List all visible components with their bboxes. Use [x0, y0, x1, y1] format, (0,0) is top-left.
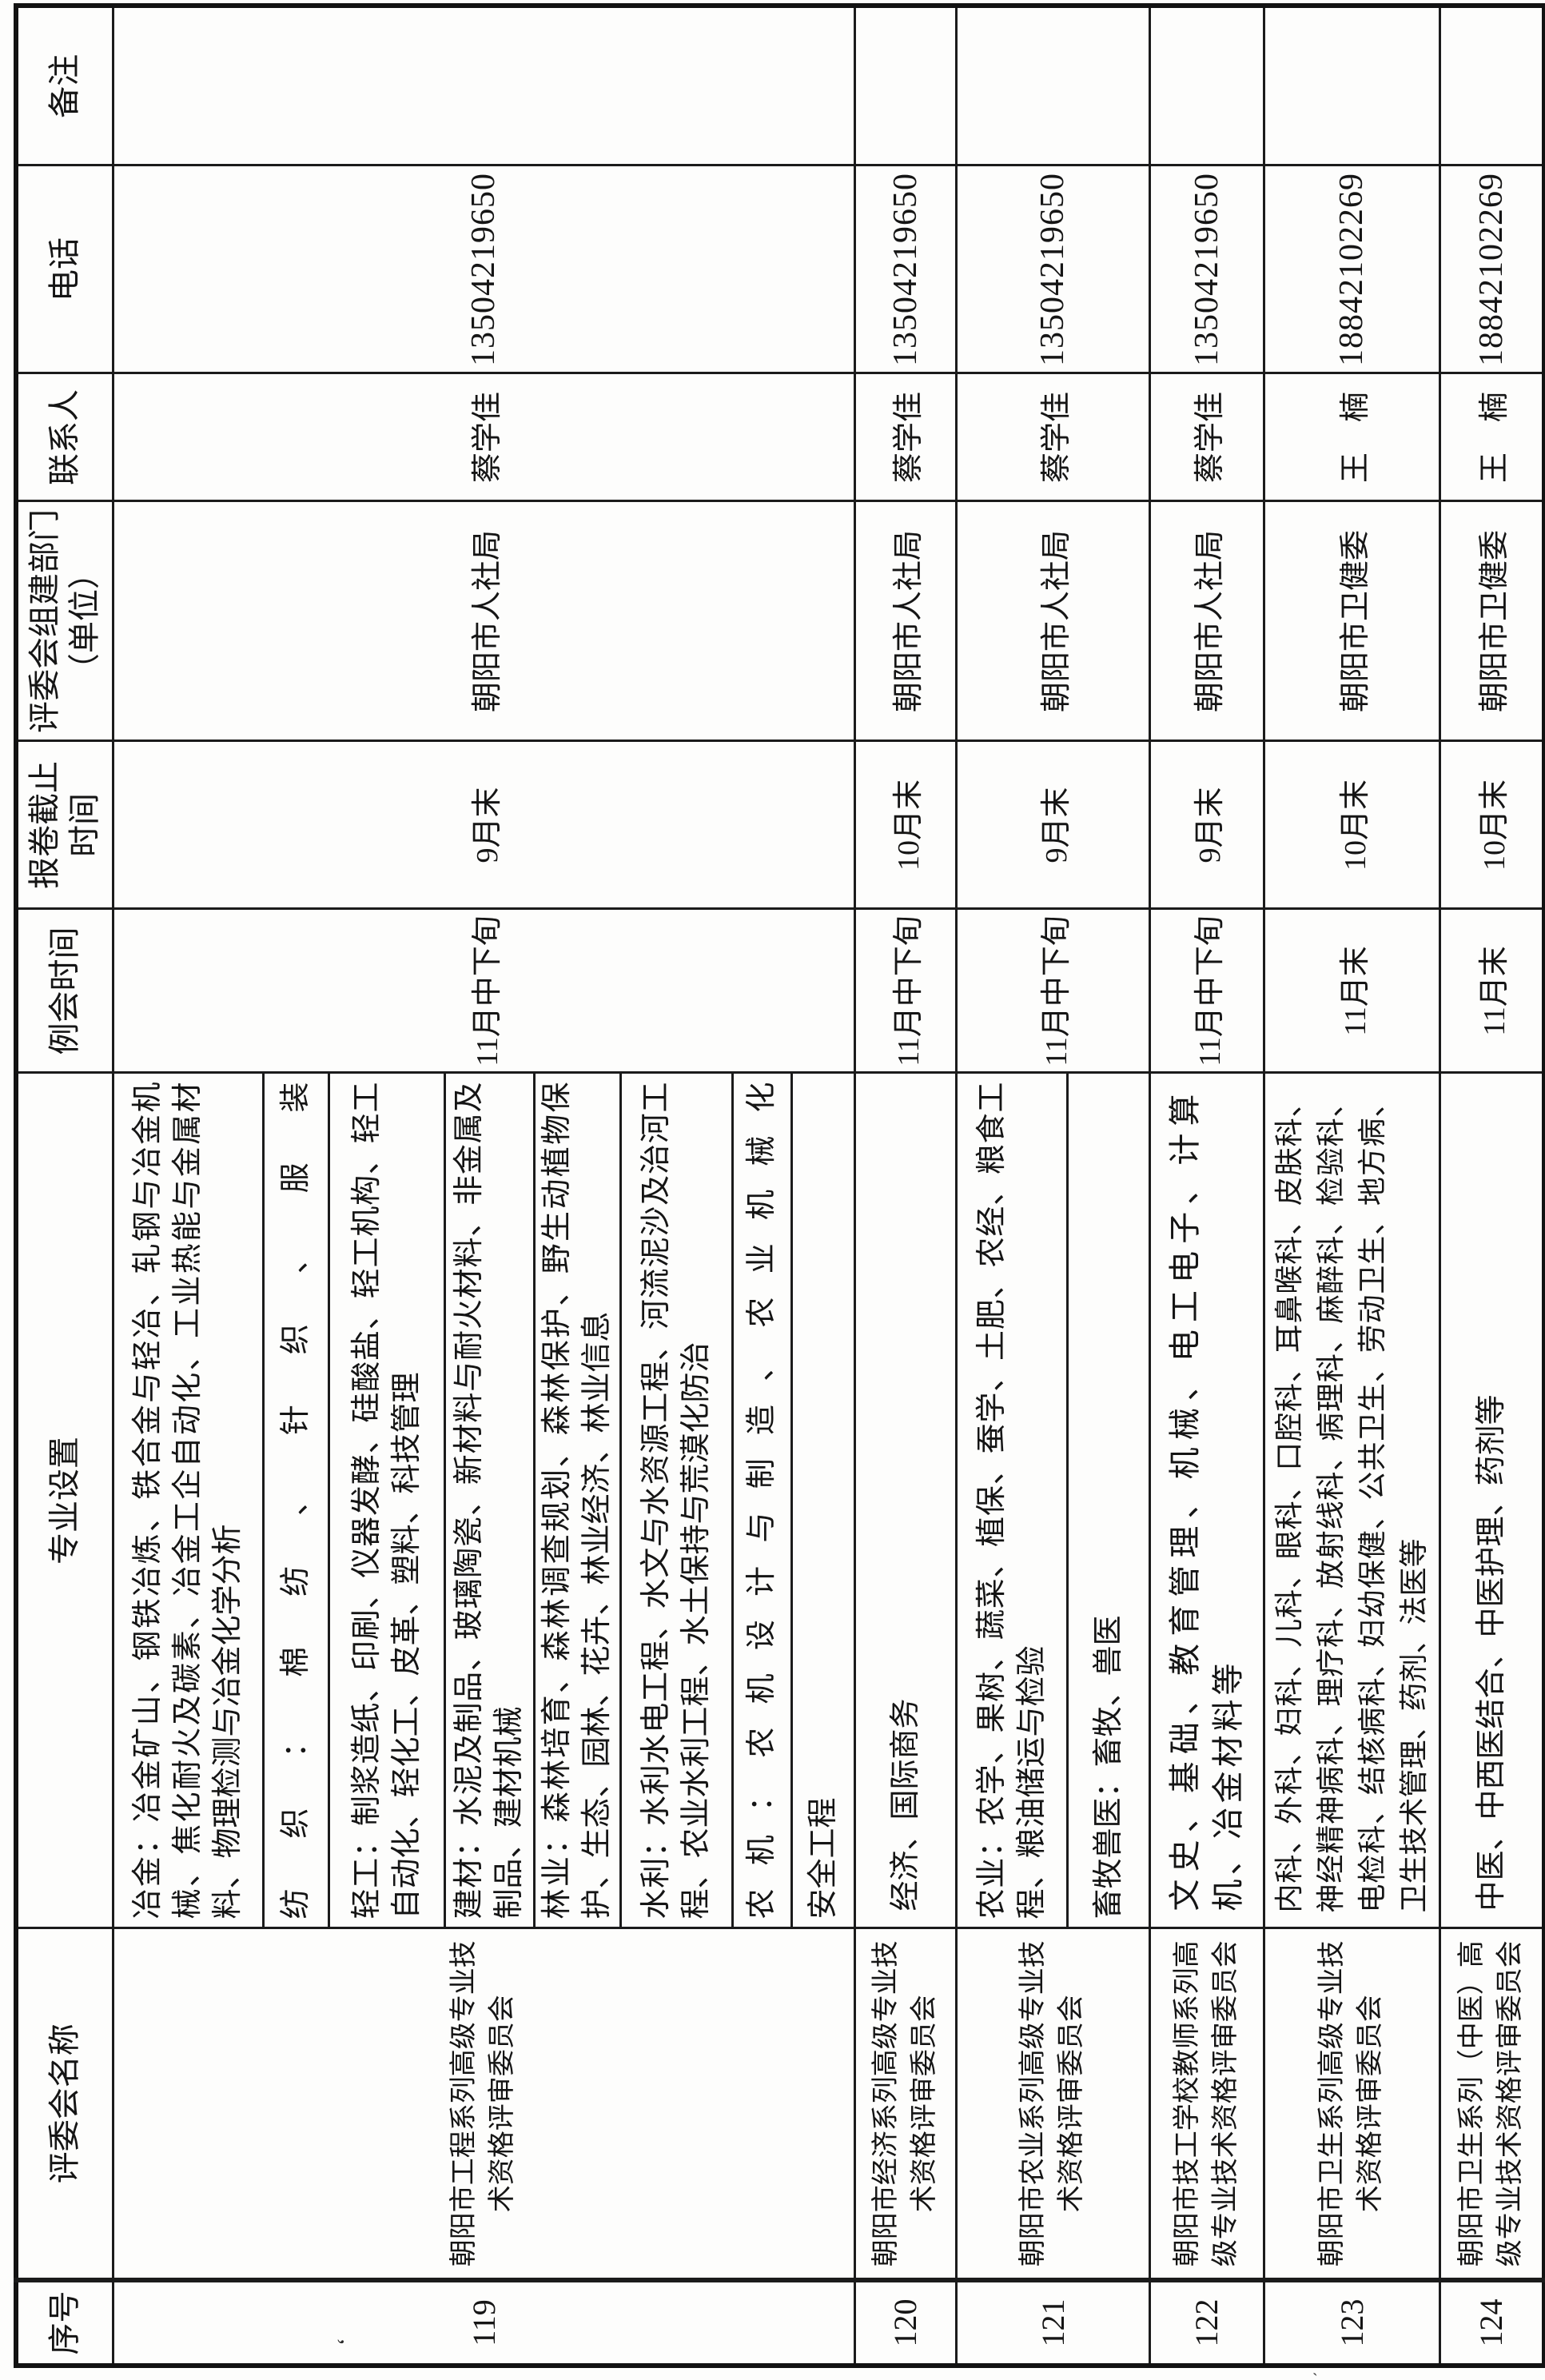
scan-artifact: ˏ [1312, 2358, 1318, 2376]
scan-artifact: ‘ [332, 2338, 359, 2346]
row-123-meeting-time: 11月末 [1264, 909, 1439, 1073]
table-row-120: 120 朝阳市经济系列高级专业技术资格评审委员会 经济、国际商务 11月中下旬 … [854, 6, 956, 2366]
specialty-group-building-materials: 建材：水泥及制品、玻璃陶瓷、新材料与耐火材料、非金属及制品、建材机械 [445, 1074, 536, 1928]
specialty-text: 文史、基础、教育管理、机械、电工电子、计算机、冶金材料等 [1166, 1090, 1246, 1912]
specialty-text: 纺织：棉纺、针织、服装 [279, 1082, 313, 1920]
row-124-meeting-time: 11月末 [1439, 909, 1544, 1073]
specialty-text: 中医、中西医结合、中医护理、药剂等 [1474, 1394, 1508, 1912]
row-124-no: 124 [1439, 2280, 1544, 2366]
header-no: 序号 [16, 2280, 113, 2366]
header-specialties: 专业设置 [16, 1073, 113, 1928]
row-123-remark [1264, 6, 1439, 165]
specialty-text: 农机：农机设计与制造、农业机械化 [745, 1082, 778, 1920]
specialty-text: 冶金：冶金矿山、钢铁冶炼、铁合金与轻冶、轧钢与冶金机械、焦化耐火及碳素、冶金工企… [131, 1082, 245, 1920]
header-organizing-department: 评委会组建部门（单位） [16, 501, 113, 741]
row-122-no: 122 [1149, 2280, 1264, 2366]
row-122-meeting-time: 11月中下旬 [1149, 909, 1264, 1073]
row-119-name: 朝阳市工程系列高级专业技术资格评审委员会 [113, 1928, 854, 2280]
header-remark: 备注 [16, 6, 113, 165]
specialty-group-light-industry: 轻工：制浆造纸、印刷、仪器发酵、硅酸盐、轻工机构、轻工自动化、轻化工、皮革、塑料… [329, 1074, 446, 1928]
row-120-phone: 13504219650 [854, 165, 956, 373]
specialty-text: 畜牧兽医：畜牧、兽医 [1091, 1615, 1125, 1920]
row-122-name: 朝阳市技工学校教师系列高级专业技术资格评审委员会 [1149, 1928, 1264, 2280]
row-121-department: 朝阳市人社局 [956, 501, 1149, 741]
row-123-no: 123 [1264, 2280, 1439, 2366]
row-123-contact: 王 楠 [1264, 373, 1439, 501]
row-120-department: 朝阳市人社局 [854, 501, 956, 741]
specialty-group-metallurgy: 冶金：冶金矿山、钢铁冶炼、铁合金与轻冶、轧钢与冶金机械、焦化耐火及碳素、冶金工企… [113, 1074, 265, 1928]
row-122-department: 朝阳市人社局 [1149, 501, 1264, 741]
header-committee-name: 评委会名称 [16, 1928, 113, 2280]
header-row: 序号 评委会名称 专业设置 例会时间 报卷截止时间 评委会组建部门（单位） 联系… [16, 6, 113, 2366]
row-122-specialties: 文史、基础、教育管理、机械、电工电子、计算机、冶金材料等 [1149, 1073, 1264, 1928]
row-124-phone: 18842102269 [1439, 165, 1544, 373]
row-119-deadline: 9月末 [113, 741, 854, 909]
row-123-name: 朝阳市卫生系列高级专业技术资格评审委员会 [1264, 1928, 1439, 2280]
row-124-remark [1439, 6, 1544, 165]
row-121-deadline: 9月末 [956, 741, 1149, 909]
row-119-department: 朝阳市人社局 [113, 501, 854, 741]
row-122-deadline: 9月末 [1149, 741, 1264, 909]
row-120-name: 朝阳市经济系列高级专业技术资格评审委员会 [854, 1928, 956, 2280]
specialty-group-textile: 纺织：棉纺、针织、服装 [264, 1074, 330, 1928]
row-122-remark [1149, 6, 1264, 165]
row-121-meeting-time: 11月中下旬 [956, 909, 1149, 1073]
row-124-deadline: 10月末 [1439, 741, 1544, 909]
row-121-contact: 蔡学佳 [956, 373, 1149, 501]
specialty-text: 水利：水利水电工程、水文与水资源工程、河流泥沙及治河工程、农业水利工程、水土保持… [639, 1082, 713, 1920]
row-119-no: 119 [113, 2280, 854, 2366]
header-meeting-time: 例会时间 [16, 909, 113, 1073]
specialty-group-agri-machinery: 农机：农机设计与制造、农业机械化 [733, 1074, 793, 1928]
row-122-contact: 蔡学佳 [1149, 373, 1264, 501]
table-row-124: 124 朝阳市卫生系列（中医）高级专业技术资格评审委员会 中医、中西医结合、中医… [1439, 6, 1544, 2366]
specialty-text: 经济、国际商务 [888, 1698, 922, 1912]
specialty-group-animal-husbandry: 畜牧兽医：畜牧、兽医 [1069, 1074, 1149, 1928]
row-123-deadline: 10月末 [1264, 741, 1439, 909]
row-121-name: 朝阳市农业系列高级专业技术资格评审委员会 [956, 1928, 1149, 2280]
row-120-deadline: 10月末 [854, 741, 956, 909]
specialty-text: 建材：水泥及制品、玻璃陶瓷、新材料与耐火材料、非金属及制品、建材机械 [452, 1082, 526, 1920]
header-deadline: 报卷截止时间 [16, 741, 113, 909]
table-row-123: 123 朝阳市卫生系列高级专业技术资格评审委员会 内科、外科、妇科、儿科、眼科、… [1264, 6, 1439, 2366]
row-121-specialties: 农业：农学、果树、蔬菜、植保、蚕学、土肥、农经、粮食工程、粮油储运与检验 畜牧兽… [956, 1073, 1149, 1928]
specialty-group-safety-engineering: 安全工程 [793, 1074, 854, 1928]
row-124-department: 朝阳市卫健委 [1439, 501, 1544, 741]
specialty-group-forestry: 林业：森林培育、森林调查规划、森林保护、野生动植物保护、生态、园林、花卉、林业经… [535, 1074, 622, 1928]
row-123-specialties: 内科、外科、妇科、儿科、眼科、口腔科、耳鼻喉科、皮肤科、神经精神病科、理疗科、放… [1264, 1073, 1439, 1928]
specialty-group-water-conservancy: 水利：水利水电工程、水文与水资源工程、河流泥沙及治河工程、农业水利工程、水土保持… [621, 1074, 734, 1928]
table-row-121: 121 朝阳市农业系列高级专业技术资格评审委员会 农业：农学、果树、蔬菜、植保、… [956, 6, 1149, 2366]
row-123-phone: 18842102269 [1264, 165, 1439, 373]
table-row-119: 119 朝阳市工程系列高级专业技术资格评审委员会 冶金：冶金矿山、钢铁冶炼、铁合… [113, 6, 854, 2366]
rotated-table-container: 序号 评委会名称 专业设置 例会时间 报卷截止时间 评委会组建部门（单位） 联系… [14, 3, 1545, 2368]
row-119-specialties: 冶金：冶金矿山、钢铁冶炼、铁合金与轻冶、轧钢与冶金机械、焦化耐火及碳素、冶金工企… [113, 1073, 854, 1928]
header-contact: 联系人 [16, 373, 113, 501]
row-119-phone: 13504219650 [113, 165, 854, 373]
row-124-name: 朝阳市卫生系列（中医）高级专业技术资格评审委员会 [1439, 1928, 1544, 2280]
row-121-remark [956, 6, 1149, 165]
row-120-specialties: 经济、国际商务 [854, 1073, 956, 1928]
row-124-specialties: 中医、中西医结合、中医护理、药剂等 [1439, 1073, 1544, 1928]
row-120-contact: 蔡学佳 [854, 373, 956, 501]
specialty-text: 农业：农学、果树、蔬菜、植保、蚕学、土肥、农经、粮食工程、粮油储运与检验 [974, 1082, 1049, 1920]
row-120-remark [854, 6, 956, 165]
specialty-group-agriculture: 农业：农学、果树、蔬菜、植保、蚕学、土肥、农经、粮食工程、粮油储运与检验 [957, 1074, 1069, 1928]
row-120-meeting-time: 11月中下旬 [854, 909, 956, 1073]
header-phone: 电话 [16, 165, 113, 373]
row-122-phone: 13504219650 [1149, 165, 1264, 373]
committee-table: 序号 评委会名称 专业设置 例会时间 报卷截止时间 评委会组建部门（单位） 联系… [14, 3, 1545, 2368]
row-119-meeting-time: 11月中下旬 [113, 909, 854, 1073]
specialty-text: 林业：森林培育、森林调查规划、森林保护、野生动植物保护、生态、园林、花卉、林业经… [540, 1082, 614, 1920]
row-121-phone: 13504219650 [956, 165, 1149, 373]
row-121-no: 121 [956, 2280, 1149, 2366]
row-119-remark [113, 6, 854, 165]
specialty-text: 内科、外科、妇科、儿科、眼科、口腔科、耳鼻喉科、皮肤科、神经精神病科、理疗科、放… [1273, 1088, 1430, 1913]
specialty-text: 安全工程 [806, 1797, 840, 1920]
row-120-no: 120 [854, 2280, 956, 2366]
specialty-text: 轻工：制浆造纸、印刷、仪器发酵、硅酸盐、轻工机构、轻工自动化、轻化工、皮革、塑料… [349, 1082, 424, 1920]
row-124-contact: 王 楠 [1439, 373, 1544, 501]
row-119-contact: 蔡学佳 [113, 373, 854, 501]
table-row-122: 122 朝阳市技工学校教师系列高级专业技术资格评审委员会 文史、基础、教育管理、… [1149, 6, 1264, 2366]
row-123-department: 朝阳市卫健委 [1264, 501, 1439, 741]
